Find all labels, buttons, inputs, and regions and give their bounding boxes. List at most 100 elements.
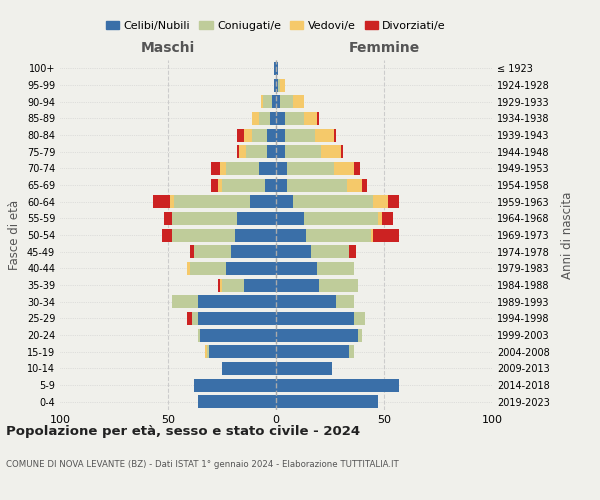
- Text: Popolazione per età, sesso e stato civile - 2024: Popolazione per età, sesso e stato civil…: [6, 425, 360, 438]
- Bar: [187, 262, 190, 275]
- Bar: [278, 78, 280, 92]
- Bar: [190, 262, 226, 275]
- Bar: [276, 112, 284, 125]
- Bar: [276, 78, 278, 92]
- Bar: [382, 212, 392, 225]
- Bar: [198, 295, 276, 308]
- Bar: [192, 312, 198, 325]
- Bar: [172, 228, 235, 241]
- Bar: [354, 312, 365, 325]
- Bar: [276, 145, 284, 158]
- Bar: [304, 212, 377, 225]
- Bar: [317, 112, 319, 125]
- Bar: [263, 95, 272, 108]
- Bar: [276, 228, 306, 241]
- Bar: [200, 328, 276, 342]
- Bar: [250, 195, 276, 208]
- Bar: [239, 145, 246, 158]
- Bar: [272, 95, 276, 108]
- Bar: [170, 195, 175, 208]
- Bar: [276, 195, 293, 208]
- Bar: [172, 212, 237, 225]
- Bar: [362, 178, 367, 192]
- Bar: [349, 245, 356, 258]
- Bar: [261, 95, 263, 108]
- Bar: [373, 228, 399, 241]
- Bar: [265, 178, 276, 192]
- Bar: [259, 112, 269, 125]
- Bar: [322, 145, 341, 158]
- Bar: [269, 112, 276, 125]
- Text: Maschi: Maschi: [141, 41, 195, 55]
- Bar: [237, 145, 239, 158]
- Bar: [334, 162, 354, 175]
- Bar: [280, 78, 284, 92]
- Bar: [235, 228, 276, 241]
- Bar: [287, 178, 347, 192]
- Bar: [172, 295, 198, 308]
- Bar: [198, 395, 276, 408]
- Bar: [220, 278, 222, 291]
- Bar: [161, 228, 172, 241]
- Bar: [334, 128, 337, 141]
- Bar: [274, 62, 276, 75]
- Bar: [209, 345, 276, 358]
- Bar: [244, 128, 252, 141]
- Bar: [276, 378, 399, 392]
- Bar: [207, 345, 209, 358]
- Bar: [276, 345, 349, 358]
- Y-axis label: Anni di nascita: Anni di nascita: [561, 192, 574, 278]
- Legend: Celibi/Nubili, Coniugati/e, Vedovi/e, Divorziati/e: Celibi/Nubili, Coniugati/e, Vedovi/e, Di…: [101, 16, 451, 36]
- Bar: [259, 162, 276, 175]
- Bar: [237, 128, 244, 141]
- Bar: [276, 62, 278, 75]
- Bar: [211, 162, 220, 175]
- Bar: [194, 378, 276, 392]
- Bar: [358, 328, 362, 342]
- Bar: [319, 278, 358, 291]
- Y-axis label: Fasce di età: Fasce di età: [8, 200, 21, 270]
- Bar: [311, 245, 349, 258]
- Bar: [276, 212, 304, 225]
- Bar: [237, 212, 276, 225]
- Bar: [220, 162, 226, 175]
- Bar: [252, 128, 268, 141]
- Bar: [306, 228, 371, 241]
- Bar: [153, 195, 170, 208]
- Bar: [187, 312, 192, 325]
- Bar: [198, 328, 200, 342]
- Bar: [388, 195, 399, 208]
- Bar: [268, 145, 276, 158]
- Bar: [276, 362, 332, 375]
- Bar: [268, 128, 276, 141]
- Bar: [347, 178, 362, 192]
- Bar: [218, 178, 222, 192]
- Bar: [222, 278, 244, 291]
- Bar: [226, 162, 259, 175]
- Bar: [222, 362, 276, 375]
- Bar: [373, 195, 388, 208]
- Bar: [276, 295, 337, 308]
- Bar: [276, 162, 287, 175]
- Bar: [246, 145, 268, 158]
- Bar: [284, 145, 322, 158]
- Text: Femmine: Femmine: [349, 41, 419, 55]
- Bar: [284, 112, 304, 125]
- Bar: [198, 312, 276, 325]
- Bar: [276, 328, 358, 342]
- Bar: [287, 162, 334, 175]
- Bar: [276, 95, 280, 108]
- Bar: [276, 312, 354, 325]
- Bar: [371, 228, 373, 241]
- Bar: [276, 245, 311, 258]
- Bar: [293, 95, 304, 108]
- Bar: [377, 212, 382, 225]
- Bar: [276, 278, 319, 291]
- Bar: [276, 395, 377, 408]
- Text: COMUNE DI NOVA LEVANTE (BZ) - Dati ISTAT 1° gennaio 2024 - Elaborazione TUTTITAL: COMUNE DI NOVA LEVANTE (BZ) - Dati ISTAT…: [6, 460, 399, 469]
- Bar: [222, 178, 265, 192]
- Bar: [218, 278, 220, 291]
- Bar: [230, 245, 276, 258]
- Bar: [175, 195, 250, 208]
- Bar: [194, 245, 230, 258]
